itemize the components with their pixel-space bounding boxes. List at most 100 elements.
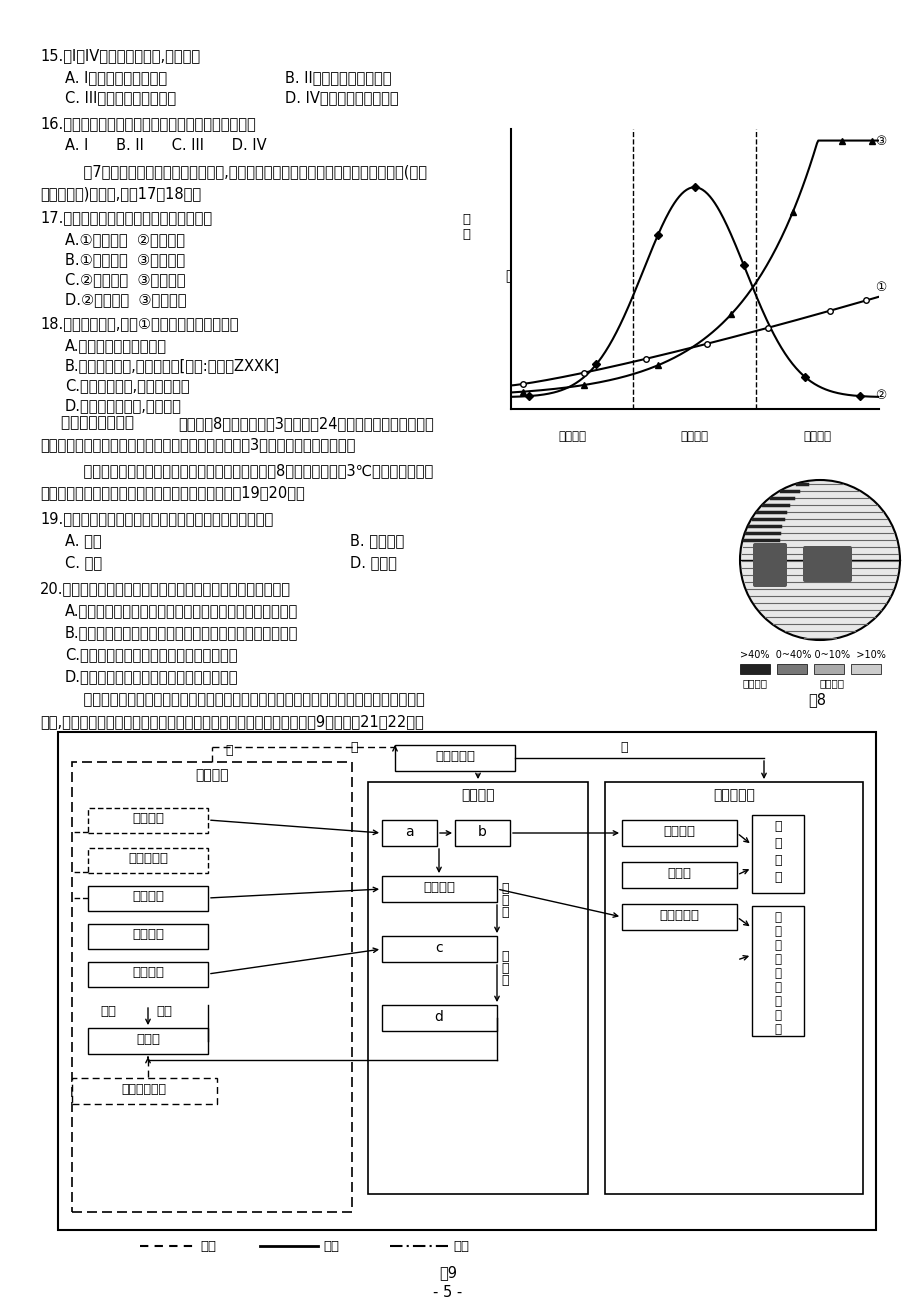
Text: 观光果园: 观光果园 bbox=[663, 825, 694, 838]
Text: B.资源种类增多,利用率提高[来源:学科网ZXXK]: B.资源种类增多,利用率提高[来源:学科网ZXXK] bbox=[65, 358, 280, 372]
Text: C.气候变暖会使北半球低纬度粮食产量减少: C.气候变暖会使北半球低纬度粮食产量减少 bbox=[65, 647, 237, 661]
Text: C. III为经济滞后环境模式: C. III为经济滞后环境模式 bbox=[65, 90, 176, 105]
Text: 图9: 图9 bbox=[438, 1266, 457, 1280]
Text: 资
源: 资 源 bbox=[462, 212, 470, 241]
Text: c: c bbox=[435, 941, 442, 954]
Text: 粮食减产: 粮食减产 bbox=[819, 678, 844, 687]
Circle shape bbox=[739, 480, 899, 641]
Text: 统: 统 bbox=[774, 1023, 780, 1036]
Text: 务: 务 bbox=[774, 995, 780, 1008]
Text: 域靠雨水生产粮食产量的增减状况示意图，读图回答19～20题。: 域靠雨水生产粮食产量的增减状况示意图，读图回答19～20题。 bbox=[40, 486, 304, 500]
Text: 重: 重 bbox=[349, 741, 357, 754]
Bar bbox=[88, 885, 208, 911]
FancyBboxPatch shape bbox=[802, 546, 851, 582]
Text: 沼气: 沼气 bbox=[452, 1240, 469, 1253]
Bar bbox=[777, 664, 806, 674]
Text: D.②矿产资源  ③智力资源: D.②矿产资源 ③智力资源 bbox=[65, 292, 187, 307]
Bar bbox=[58, 732, 875, 1230]
Text: A.气候变暖会使北半球中高纬度的大部分国家粮食产量增加: A.气候变暖会使北半球中高纬度的大部分国家粮食产量增加 bbox=[65, 603, 298, 618]
Text: 本大题共8小题，每小题3分，共计24分。在每小题给出的四个: 本大题共8小题，每小题3分，共计24分。在每小题给出的四个 bbox=[177, 417, 433, 431]
Bar bbox=[739, 664, 769, 674]
Bar bbox=[88, 1029, 208, 1055]
Text: 20.根据图示内容可以判读出气候变暖与粮食产量变化的关系为: 20.根据图示内容可以判读出气候变暖与粮食产量变化的关系为 bbox=[40, 581, 290, 596]
Bar bbox=[368, 783, 587, 1194]
Text: D. IV为经济环境落后模式: D. IV为经济环境落后模式 bbox=[285, 90, 398, 105]
Bar bbox=[751, 906, 803, 1036]
Text: 电: 电 bbox=[619, 741, 627, 754]
Text: 19.从图中可以看出全球变暖对粮食安全有利的世界大国为: 19.从图中可以看出全球变暖对粮食安全有利的世界大国为 bbox=[40, 510, 273, 526]
Text: 生态文明: 生态文明 bbox=[802, 430, 831, 443]
Text: 沼气池: 沼气池 bbox=[136, 1032, 160, 1046]
Text: 发展循环经济是我国的一项重大战略决策，国家编制了《循环经济发展战略及近期行动计: 发展循环经济是我国的一项重大战略决策，国家编制了《循环经济发展战略及近期行动计 bbox=[65, 691, 425, 707]
Text: 化: 化 bbox=[774, 967, 780, 980]
Text: 青贮微贮氧化: 青贮微贮氧化 bbox=[121, 1083, 166, 1096]
Text: B. 澳大利亚: B. 澳大利亚 bbox=[349, 533, 403, 548]
Text: >40%  0~40% 0~10%  >10%: >40% 0~40% 0~10% >10% bbox=[739, 650, 885, 660]
Text: 16.图中所示模式与目前大部分非洲国家状况相符的是: 16.图中所示模式与目前大部分非洲国家状况相符的是 bbox=[40, 116, 255, 132]
Text: 料: 料 bbox=[501, 906, 508, 919]
FancyBboxPatch shape bbox=[752, 543, 786, 587]
Bar bbox=[621, 820, 736, 846]
Text: B. II为环境滞后经济模式: B. II为环境滞后经济模式 bbox=[285, 70, 391, 85]
Text: 旅: 旅 bbox=[774, 820, 781, 833]
Text: a: a bbox=[404, 825, 413, 838]
Text: 脚: 脚 bbox=[501, 894, 508, 907]
Text: 花博会: 花博会 bbox=[666, 867, 690, 880]
Text: ①: ① bbox=[874, 281, 885, 294]
Text: 畜牧养殖: 畜牧养殖 bbox=[131, 966, 164, 979]
Text: 粪便: 粪便 bbox=[100, 1005, 116, 1018]
Text: 服: 服 bbox=[774, 980, 780, 993]
Text: 农: 农 bbox=[774, 911, 780, 924]
Text: 料: 料 bbox=[501, 974, 508, 987]
Text: 棉花种植: 棉花种植 bbox=[131, 812, 164, 825]
Bar bbox=[381, 820, 437, 846]
Bar bbox=[381, 936, 496, 962]
Bar bbox=[88, 809, 208, 833]
Text: 全球变暖是当今世界面临的重大环境问题之一。图8是全球温度上升3℃后，世界不同区: 全球变暖是当今世界面临的重大环境问题之一。图8是全球温度上升3℃后，世界不同区 bbox=[65, 464, 433, 478]
Text: 图7为不同社会阶段资源利用示意图,图中数字表示智力资源、矿产资源、空间资源(主要: 图7为不同社会阶段资源利用示意图,图中数字表示智力资源、矿产资源、空间资源(主要 bbox=[65, 164, 426, 178]
Text: ③: ③ bbox=[874, 135, 885, 148]
Text: A. I      B. II      C. III      D. IV: A. I B. II C. III D. IV bbox=[65, 138, 267, 154]
Text: A.①智力资源  ②矿产资源: A.①智力资源 ②矿产资源 bbox=[65, 232, 185, 247]
Text: A.资源消耗总量不断增加: A.资源消耗总量不断增加 bbox=[65, 339, 167, 353]
Text: 电: 电 bbox=[225, 743, 233, 756]
Text: 饲料: 饲料 bbox=[156, 1005, 172, 1018]
Text: 服务业组团: 服务业组团 bbox=[712, 788, 754, 802]
Text: 花卉加工: 花卉加工 bbox=[423, 881, 455, 894]
Text: 农业文明: 农业文明 bbox=[557, 430, 585, 443]
Text: 工业组团: 工业组团 bbox=[460, 788, 494, 802]
Text: B.①空间资源  ③矿产资源: B.①空间资源 ③矿产资源 bbox=[65, 253, 185, 267]
Bar bbox=[381, 1005, 496, 1031]
Bar bbox=[88, 962, 208, 987]
Text: D.气候变暖会使南半球的国家粮食产量增加: D.气候变暖会使南半球的国家粮食产量增加 bbox=[65, 669, 238, 684]
Text: 选项中，有两项是符合题目要求的。每小题全选对者得3分，其余情况均不得分。: 选项中，有两项是符合题目要求的。每小题全选对者得3分，其余情况均不得分。 bbox=[40, 437, 355, 452]
Bar bbox=[72, 1078, 217, 1104]
Text: 水产养殖: 水产养殖 bbox=[131, 928, 164, 941]
Text: C.②空间资源  ③智力资源: C.②空间资源 ③智力资源 bbox=[65, 272, 186, 286]
Text: 生物质发电: 生物质发电 bbox=[435, 750, 474, 763]
Text: 下: 下 bbox=[501, 881, 508, 894]
Bar bbox=[605, 783, 862, 1194]
Text: D. 俄罗斯: D. 俄罗斯 bbox=[349, 555, 396, 570]
Text: 划》,对发展循环经济作出战略规划。读复合型循环经济基本模式图（图9），回答21～22题。: 划》,对发展循环经济作出战略规划。读复合型循环经济基本模式图（图9），回答21～… bbox=[40, 713, 424, 729]
Text: b: b bbox=[477, 825, 486, 838]
Text: B.气候变暖会使北半球中高纬度的大部分国家粮食产量减少: B.气候变暖会使北半球中高纬度的大部分国家粮食产量减少 bbox=[65, 625, 298, 641]
Bar bbox=[850, 664, 880, 674]
Text: 二、双项选择题：: 二、双项选择题： bbox=[40, 415, 134, 430]
Bar bbox=[381, 876, 496, 902]
Bar bbox=[88, 848, 208, 874]
Text: C.区位条件增多,影响程度增大: C.区位条件增多,影响程度增大 bbox=[65, 378, 189, 393]
Text: 业: 业 bbox=[774, 924, 780, 937]
Text: 观光花卉棚: 观光花卉棚 bbox=[658, 909, 698, 922]
Text: D.劳动力数量增多,素质提高: D.劳动力数量增多,素质提高 bbox=[65, 398, 182, 413]
Text: 下: 下 bbox=[501, 950, 508, 963]
Text: d: d bbox=[434, 1010, 443, 1023]
Bar bbox=[621, 904, 736, 930]
Text: 会: 会 bbox=[774, 953, 780, 966]
Text: 指区位条件)。读图,回答17～18题。: 指区位条件)。读图,回答17～18题。 bbox=[40, 186, 201, 201]
Text: 农业组团: 农业组团 bbox=[195, 768, 229, 783]
Bar bbox=[88, 924, 208, 949]
Text: 花卉种植: 花卉种植 bbox=[131, 891, 164, 904]
Bar bbox=[813, 664, 843, 674]
Text: ②: ② bbox=[874, 389, 885, 402]
